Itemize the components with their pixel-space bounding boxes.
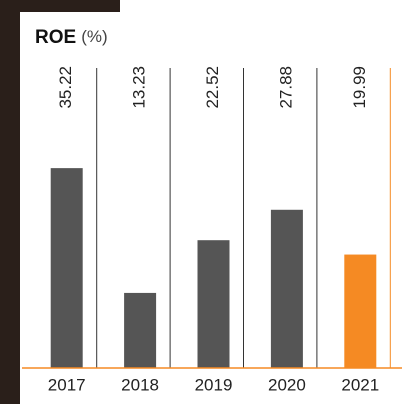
unit: (%): [81, 27, 107, 46]
bar: [50, 168, 83, 368]
x-tick-label: 2021: [341, 375, 379, 394]
value-label: 19.99: [350, 66, 369, 109]
title: ROE: [35, 27, 76, 48]
x-tick-label: 2020: [268, 375, 306, 394]
bar: [270, 209, 303, 368]
chart-title: ROE (%): [35, 27, 108, 48]
value-label: 13.23: [130, 66, 149, 109]
bar: [197, 240, 230, 368]
value-label: 35.22: [56, 66, 75, 109]
bar: [124, 292, 157, 368]
x-tick-label: 2019: [195, 375, 233, 394]
value-label: 27.88: [276, 66, 295, 109]
value-label: 22.52: [203, 66, 222, 109]
x-tick-label: 2018: [121, 375, 159, 394]
bar: [344, 254, 377, 368]
background-photo: [0, 0, 20, 404]
background-photo: [0, 0, 120, 12]
x-tick-label: 2017: [48, 375, 86, 394]
